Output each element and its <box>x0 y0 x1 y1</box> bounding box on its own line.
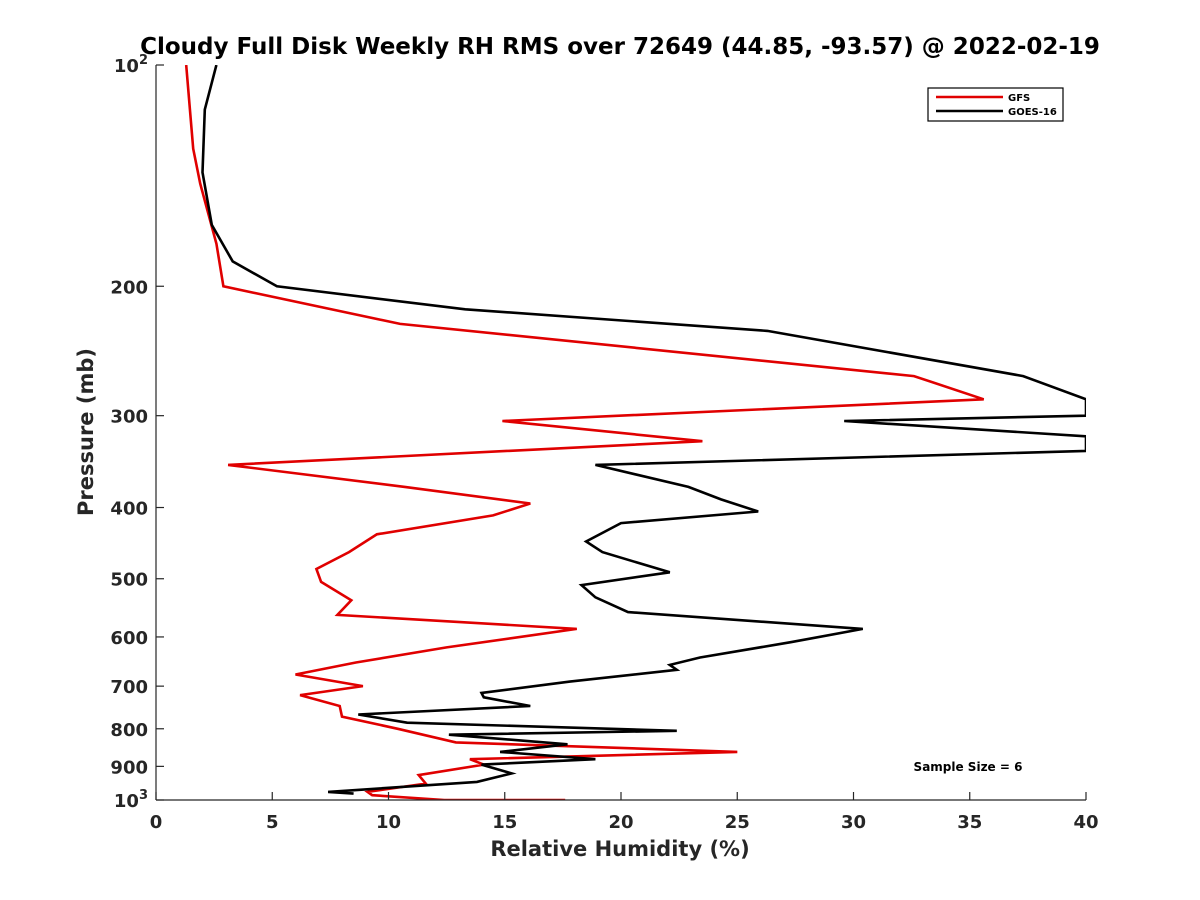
x-tick-label: 40 <box>1073 812 1098 833</box>
x-tick-label: 5 <box>266 812 279 833</box>
y-tick-label: 200 <box>110 277 148 298</box>
legend-label: GFS <box>1008 93 1030 104</box>
x-tick-label: 0 <box>150 812 163 833</box>
x-tick-label: 35 <box>957 812 982 833</box>
x-tick-label: 30 <box>841 812 866 833</box>
y-tick-label: 600 <box>110 628 148 649</box>
y-tick-label: 800 <box>110 720 148 741</box>
legend-label: GOES-16 <box>1008 107 1057 118</box>
x-tick-label: 10 <box>376 812 401 833</box>
series-line-gfs <box>184 65 985 800</box>
x-axis-label: Relative Humidity (%) <box>490 837 749 861</box>
y-tick-label: 900 <box>110 757 148 778</box>
y-tick-label: 103 <box>114 788 148 812</box>
y-tick-label: 102 <box>114 53 148 77</box>
legend-box <box>927 87 1064 122</box>
axes: 0 5 10 15 20 25 30 35 40 102 200 300 400 500 600 700 800… <box>110 53 1098 833</box>
y-tick-label: 300 <box>110 407 148 428</box>
plot-area <box>184 65 1086 800</box>
y-tick-label: 400 <box>110 499 148 520</box>
x-tick-label: 20 <box>608 812 633 833</box>
y-tick-label: 700 <box>110 677 148 698</box>
x-tick-label: 25 <box>725 812 750 833</box>
x-tick-label: 15 <box>492 812 517 833</box>
y-tick-label: 500 <box>110 570 148 591</box>
y-axis-label: Pressure (mb) <box>74 348 98 516</box>
series-line-goes-16 <box>201 65 1086 795</box>
sample-size-annotation: Sample Size = 6 <box>914 760 1023 774</box>
chart-title: Cloudy Full Disk Weekly RH RMS over 7264… <box>140 34 1100 60</box>
legend: GFS GOES-16 <box>927 87 1064 122</box>
